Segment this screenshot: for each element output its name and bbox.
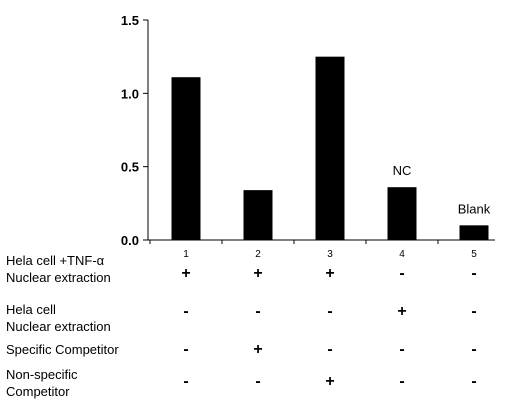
condition-label-line: Competitor	[6, 384, 70, 399]
category-label: 4	[399, 249, 405, 260]
condition-label: Non-specific Competitor	[6, 366, 156, 400]
plus-mark: +	[397, 303, 407, 320]
minus-mark: -	[471, 373, 477, 390]
plus-mark: +	[325, 373, 335, 390]
y-tick-label: 1.0	[121, 86, 139, 101]
minus-mark: -	[183, 373, 189, 390]
plus-mark: +	[253, 341, 263, 358]
plus-mark: +	[181, 265, 191, 282]
category-label: 3	[327, 249, 333, 260]
minus-mark: -	[183, 341, 189, 358]
bar-2	[243, 190, 273, 240]
minus-mark: -	[471, 341, 477, 358]
condition-label-line: Non-specific	[6, 367, 78, 382]
condition-label-line: Hela cell +TNF-α	[6, 253, 105, 268]
minus-mark: -	[399, 373, 405, 390]
bar-annotations: NC Blank	[393, 163, 491, 216]
bar-4	[387, 187, 417, 240]
minus-mark: -	[183, 303, 189, 320]
condition-label-line: Nuclear extraction	[6, 319, 111, 334]
minus-mark: -	[255, 373, 261, 390]
y-tick-label: 0.5	[121, 160, 139, 175]
minus-mark: -	[327, 341, 333, 358]
minus-mark: -	[399, 341, 405, 358]
minus-mark: -	[471, 265, 477, 282]
y-tick-labels: 0.0 0.5 1.0 1.5	[121, 13, 139, 248]
bar-5	[459, 225, 489, 240]
condition-label-line: Hela cell	[6, 302, 56, 317]
condition-label: Specific Competitor	[6, 341, 156, 358]
y-tick-label: 1.5	[121, 13, 139, 28]
category-label: 2	[255, 249, 261, 260]
minus-mark: -	[471, 303, 477, 320]
category-labels: 1 2 3 4 5	[183, 249, 477, 260]
plus-mark: +	[325, 265, 335, 282]
bar-annotation: Blank	[458, 201, 491, 216]
minus-mark: -	[399, 265, 405, 282]
condition-label: Hela cell Nuclear extraction	[6, 301, 156, 335]
bar-annotation: NC	[393, 163, 412, 178]
condition-label: Hela cell +TNF-α Nuclear extraction	[6, 252, 156, 286]
y-tick-label: 0.0	[121, 233, 139, 248]
minus-mark: -	[255, 303, 261, 320]
condition-label-line: Specific Competitor	[6, 342, 119, 357]
plus-mark: +	[253, 265, 263, 282]
bar-1	[171, 77, 201, 240]
category-label: 5	[471, 249, 477, 260]
chart-bars	[171, 56, 489, 240]
bar-3	[315, 56, 345, 240]
minus-mark: -	[327, 303, 333, 320]
category-label: 1	[183, 249, 189, 260]
condition-label-line: Nuclear extraction	[6, 270, 111, 285]
